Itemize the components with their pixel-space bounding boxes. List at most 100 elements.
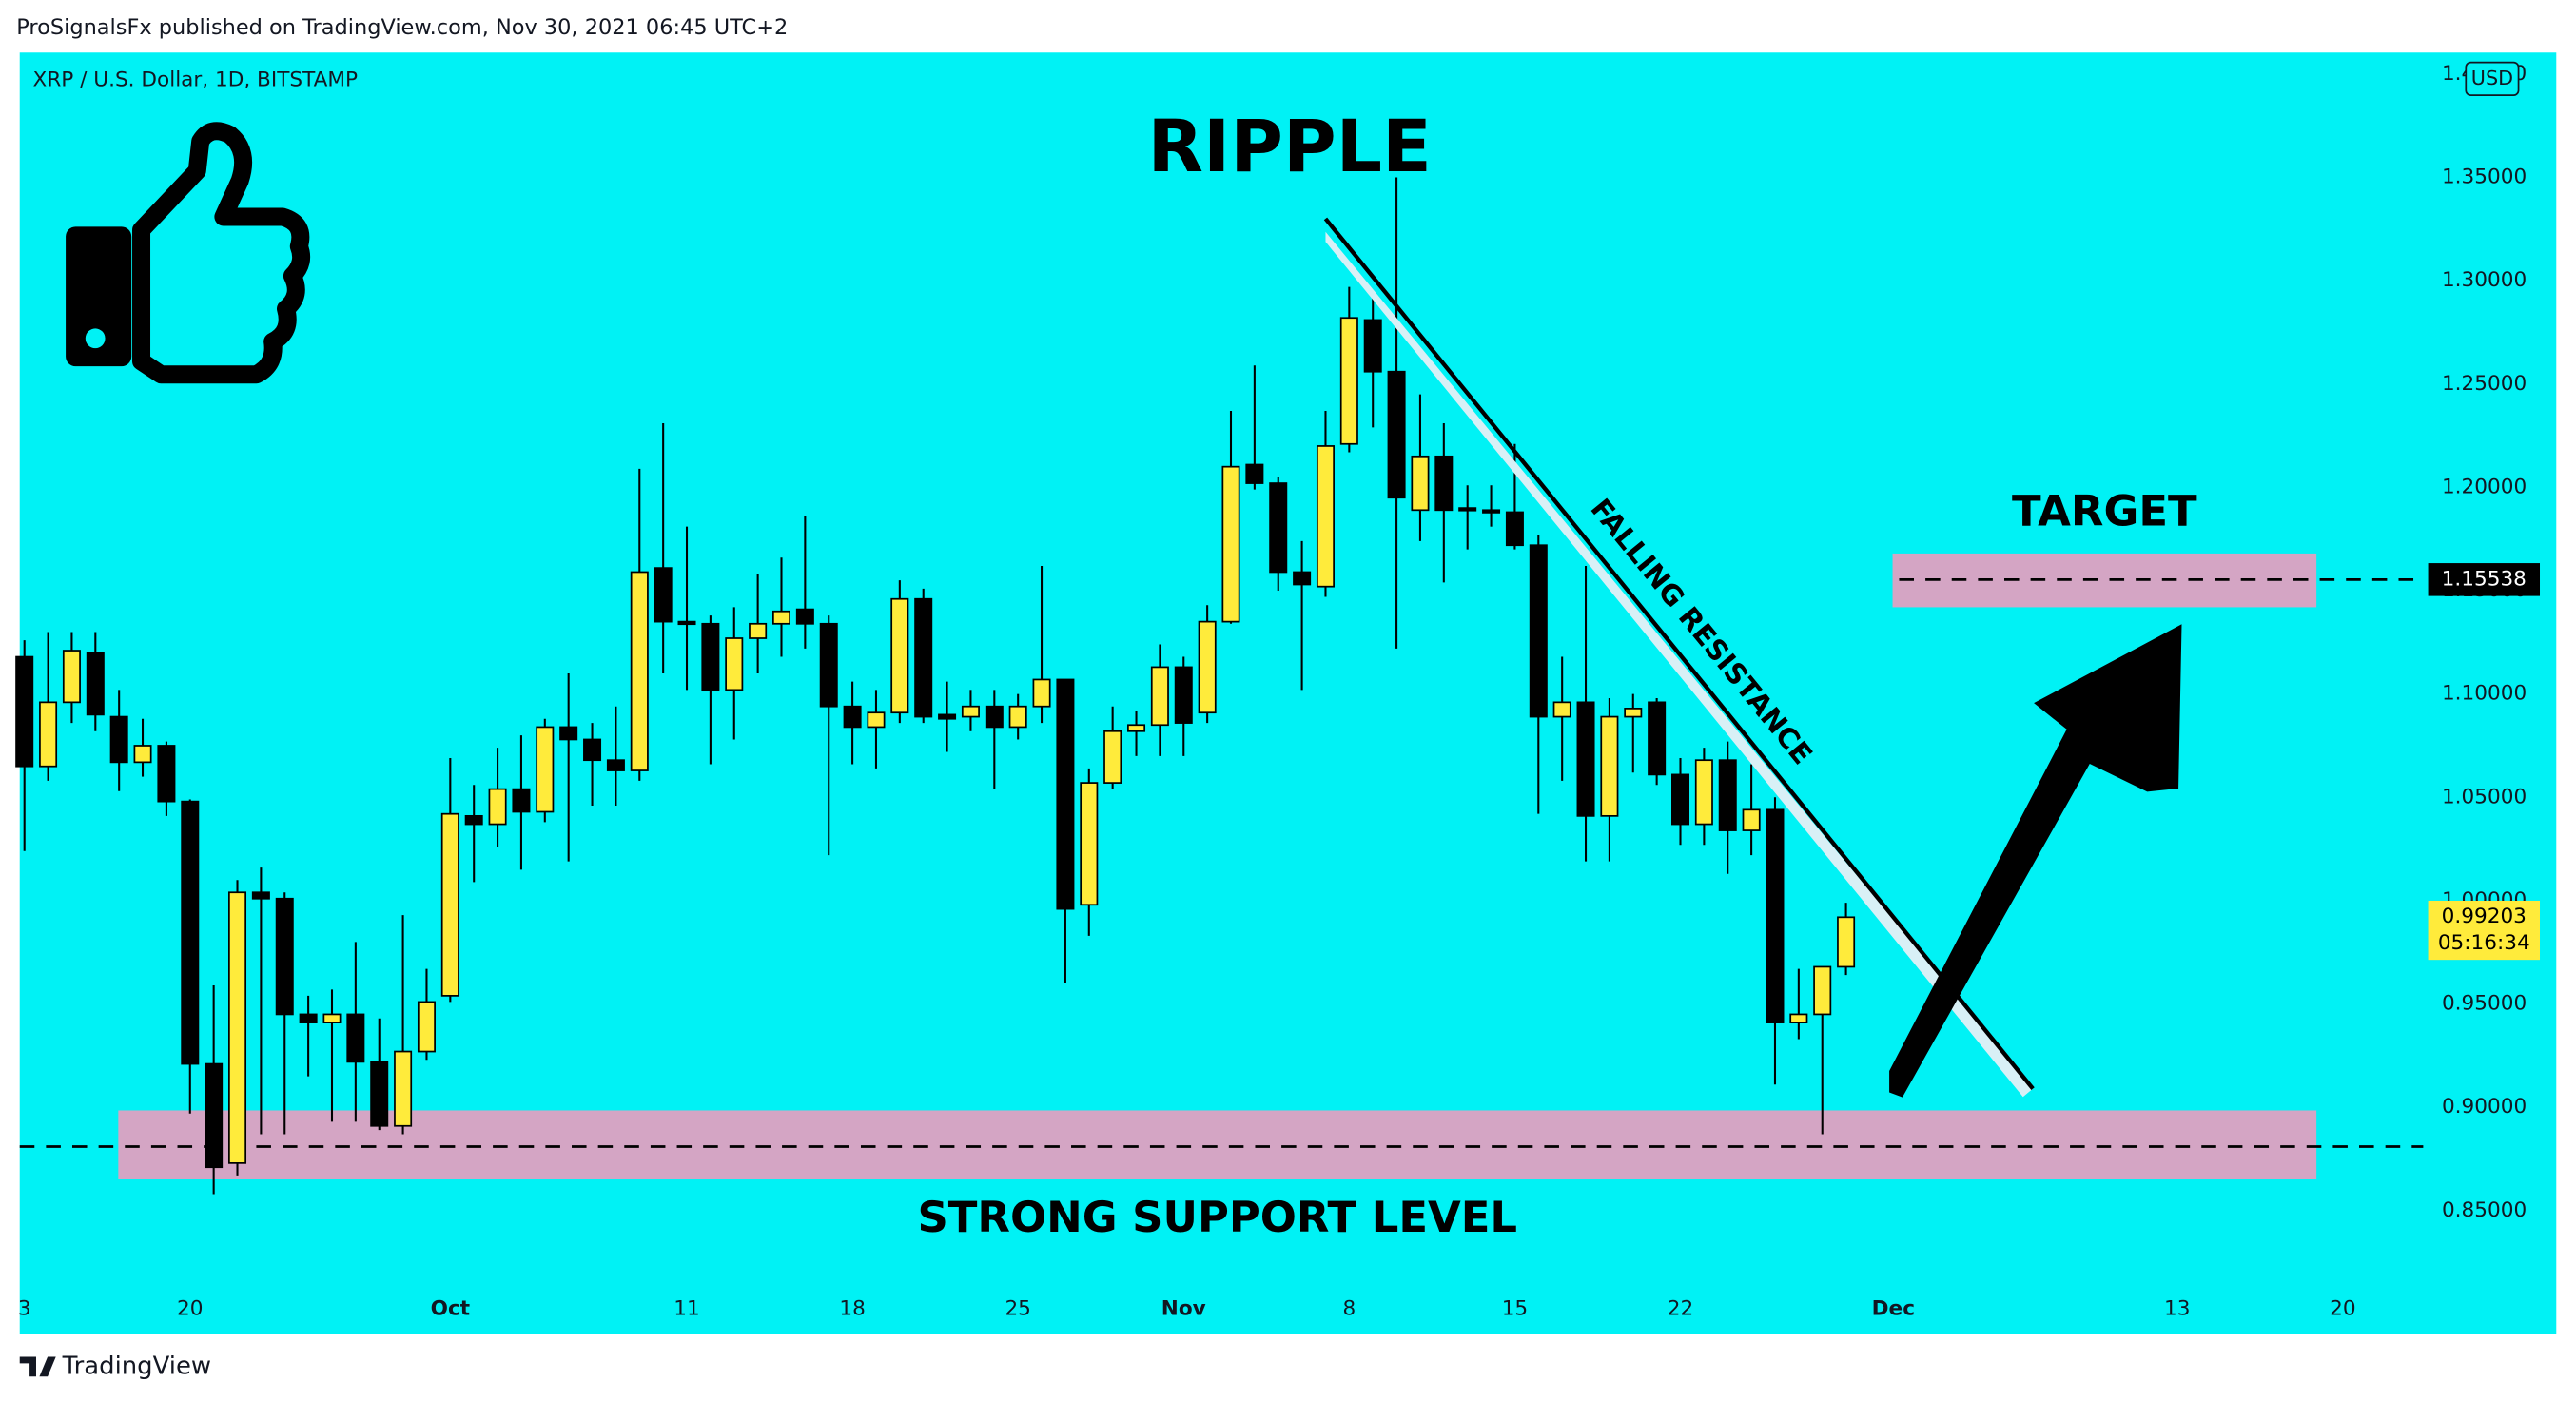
support-label: STRONG SUPPORT LEVEL [917, 1192, 1517, 1242]
candle [1269, 477, 1288, 592]
candle-body [1032, 678, 1051, 708]
currency-label: USD [2471, 67, 2513, 89]
candle [322, 989, 342, 1122]
x-tick-label: 13 [2164, 1296, 2190, 1320]
candle [1103, 706, 1122, 789]
candle-body [985, 705, 1004, 729]
currency-box [2465, 61, 2520, 97]
candle [1529, 535, 1548, 814]
candle-body [938, 713, 957, 720]
candle [985, 690, 1004, 789]
candle [771, 557, 790, 657]
thumbs-up-icon [66, 122, 311, 384]
candle [606, 706, 625, 806]
candle [795, 516, 814, 649]
candle [62, 632, 81, 724]
candle [1576, 565, 1595, 862]
candle-body [1150, 666, 1169, 727]
footer: TradingView [62, 1352, 211, 1380]
candle-body [1103, 730, 1122, 784]
candle-body [322, 1013, 342, 1023]
candle-body [1576, 701, 1595, 817]
candle [1766, 797, 1785, 1085]
candle [275, 892, 294, 1135]
candle-body [346, 1013, 365, 1063]
footer-logo [19, 1356, 56, 1377]
x-tick-label: 20 [177, 1296, 203, 1320]
candle-body [1742, 808, 1761, 831]
candle-body [1363, 319, 1382, 373]
candle-body [1434, 455, 1454, 512]
candle [725, 607, 744, 740]
candle [1387, 177, 1406, 649]
candle-body [1482, 509, 1501, 514]
candle-body [299, 1013, 318, 1023]
candle [251, 867, 270, 1135]
candle [1624, 693, 1643, 773]
candle-body [15, 655, 34, 768]
candle [1648, 698, 1667, 786]
candle-body [1198, 620, 1217, 714]
candle [961, 690, 980, 731]
candle [370, 1018, 389, 1131]
candle [394, 915, 413, 1135]
x-tick-label: 8 [1342, 1296, 1356, 1320]
candle [1245, 365, 1264, 490]
y-tick-label: 0.95000 [2442, 992, 2527, 1016]
candle [1600, 698, 1619, 862]
candle [1127, 711, 1146, 756]
candle [417, 968, 436, 1061]
candle [701, 615, 720, 765]
candle-body [1552, 701, 1571, 718]
candle-body [1837, 916, 1856, 968]
y-tick-label: 1.20000 [2442, 475, 2527, 498]
x-tick-label: 20 [2330, 1296, 2355, 1320]
candle [133, 718, 152, 777]
candle-body [275, 897, 294, 1016]
last-price-box [2428, 900, 2541, 961]
candle [1482, 485, 1501, 527]
candle [464, 785, 483, 883]
candle [1671, 758, 1690, 846]
y-tick-label: 1.10000 [2442, 682, 2527, 706]
candle-body [1008, 705, 1027, 729]
symbol: XRP / U.S. Dollar, 1D, BITSTAMP [33, 68, 358, 92]
y-tick-label: 1.25000 [2442, 372, 2527, 396]
chart-title: RIPPLE [1148, 104, 1432, 188]
candle-body [1269, 482, 1288, 574]
last-price-label: 0.99203 [2442, 905, 2527, 928]
candle-body [1127, 724, 1146, 732]
candle [559, 672, 578, 862]
candle [938, 681, 957, 752]
x-tick-label: Oct [431, 1296, 470, 1320]
countdown-label: 05:16:34 [2438, 931, 2530, 955]
candle-body [914, 597, 933, 718]
candle-body [512, 788, 531, 813]
candle-body [1529, 544, 1548, 718]
candle-body [1080, 782, 1099, 906]
candle-body [1245, 463, 1264, 484]
y-tick-label: 0.85000 [2442, 1198, 2527, 1222]
candle-body [1766, 808, 1785, 1023]
candle-body [725, 637, 744, 691]
candle-body [109, 715, 128, 764]
candle [749, 574, 768, 673]
candle [914, 588, 933, 724]
candle-body [228, 891, 247, 1164]
candle [1718, 741, 1737, 874]
candle [1434, 423, 1454, 583]
candle-body [86, 652, 105, 716]
x-tick-label: 11 [673, 1296, 699, 1320]
candle-body [1174, 666, 1193, 724]
candle-body [1316, 445, 1335, 588]
candle [346, 942, 365, 1122]
target-price-label: 1.15538 [2442, 567, 2527, 591]
y-tick-label: 0.90000 [2442, 1095, 2527, 1119]
candle-body [133, 745, 152, 764]
x-tick-label: 15 [1502, 1296, 1528, 1320]
candle-body [62, 650, 81, 704]
candle-body [1624, 708, 1643, 718]
candle-body [606, 759, 625, 771]
resistance-line [1323, 217, 2035, 1091]
candle-body [559, 726, 578, 741]
